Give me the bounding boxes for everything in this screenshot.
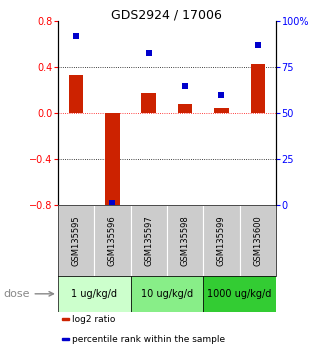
Bar (131, 276, 203, 312)
Bar (214, 108, 229, 113)
Text: 1 ug/kg/d: 1 ug/kg/d (71, 289, 117, 299)
Text: 10 ug/kg/d: 10 ug/kg/d (141, 289, 193, 299)
Bar (203, 205, 240, 276)
Bar (58, 276, 131, 312)
Text: dose: dose (3, 289, 30, 299)
Text: GSM135595: GSM135595 (72, 215, 81, 266)
Point (183, 83, 188, 88)
Text: GSM135596: GSM135596 (108, 215, 117, 266)
Bar (251, 64, 265, 113)
Text: GSM135600: GSM135600 (253, 215, 262, 266)
Point (219, 92, 224, 98)
Bar (131, 205, 167, 276)
Bar (178, 104, 192, 113)
Text: percentile rank within the sample: percentile rank within the sample (72, 335, 225, 344)
Bar (142, 92, 156, 113)
Bar (94, 205, 131, 276)
Bar (62, 338, 69, 340)
Point (146, 50, 151, 55)
Bar (69, 75, 83, 113)
Title: GDS2924 / 17006: GDS2924 / 17006 (111, 8, 222, 21)
Text: GSM135597: GSM135597 (144, 215, 153, 266)
Point (110, 201, 115, 206)
Point (74, 33, 79, 39)
Text: log2 ratio: log2 ratio (72, 315, 115, 324)
Bar (240, 205, 276, 276)
Text: GSM135598: GSM135598 (181, 215, 190, 266)
Text: 1000 ug/kg/d: 1000 ug/kg/d (207, 289, 272, 299)
Bar (203, 276, 276, 312)
Bar (62, 319, 69, 320)
Point (255, 42, 260, 48)
Bar (105, 113, 120, 207)
Bar (167, 205, 203, 276)
Text: GSM135599: GSM135599 (217, 215, 226, 266)
Bar (58, 205, 94, 276)
